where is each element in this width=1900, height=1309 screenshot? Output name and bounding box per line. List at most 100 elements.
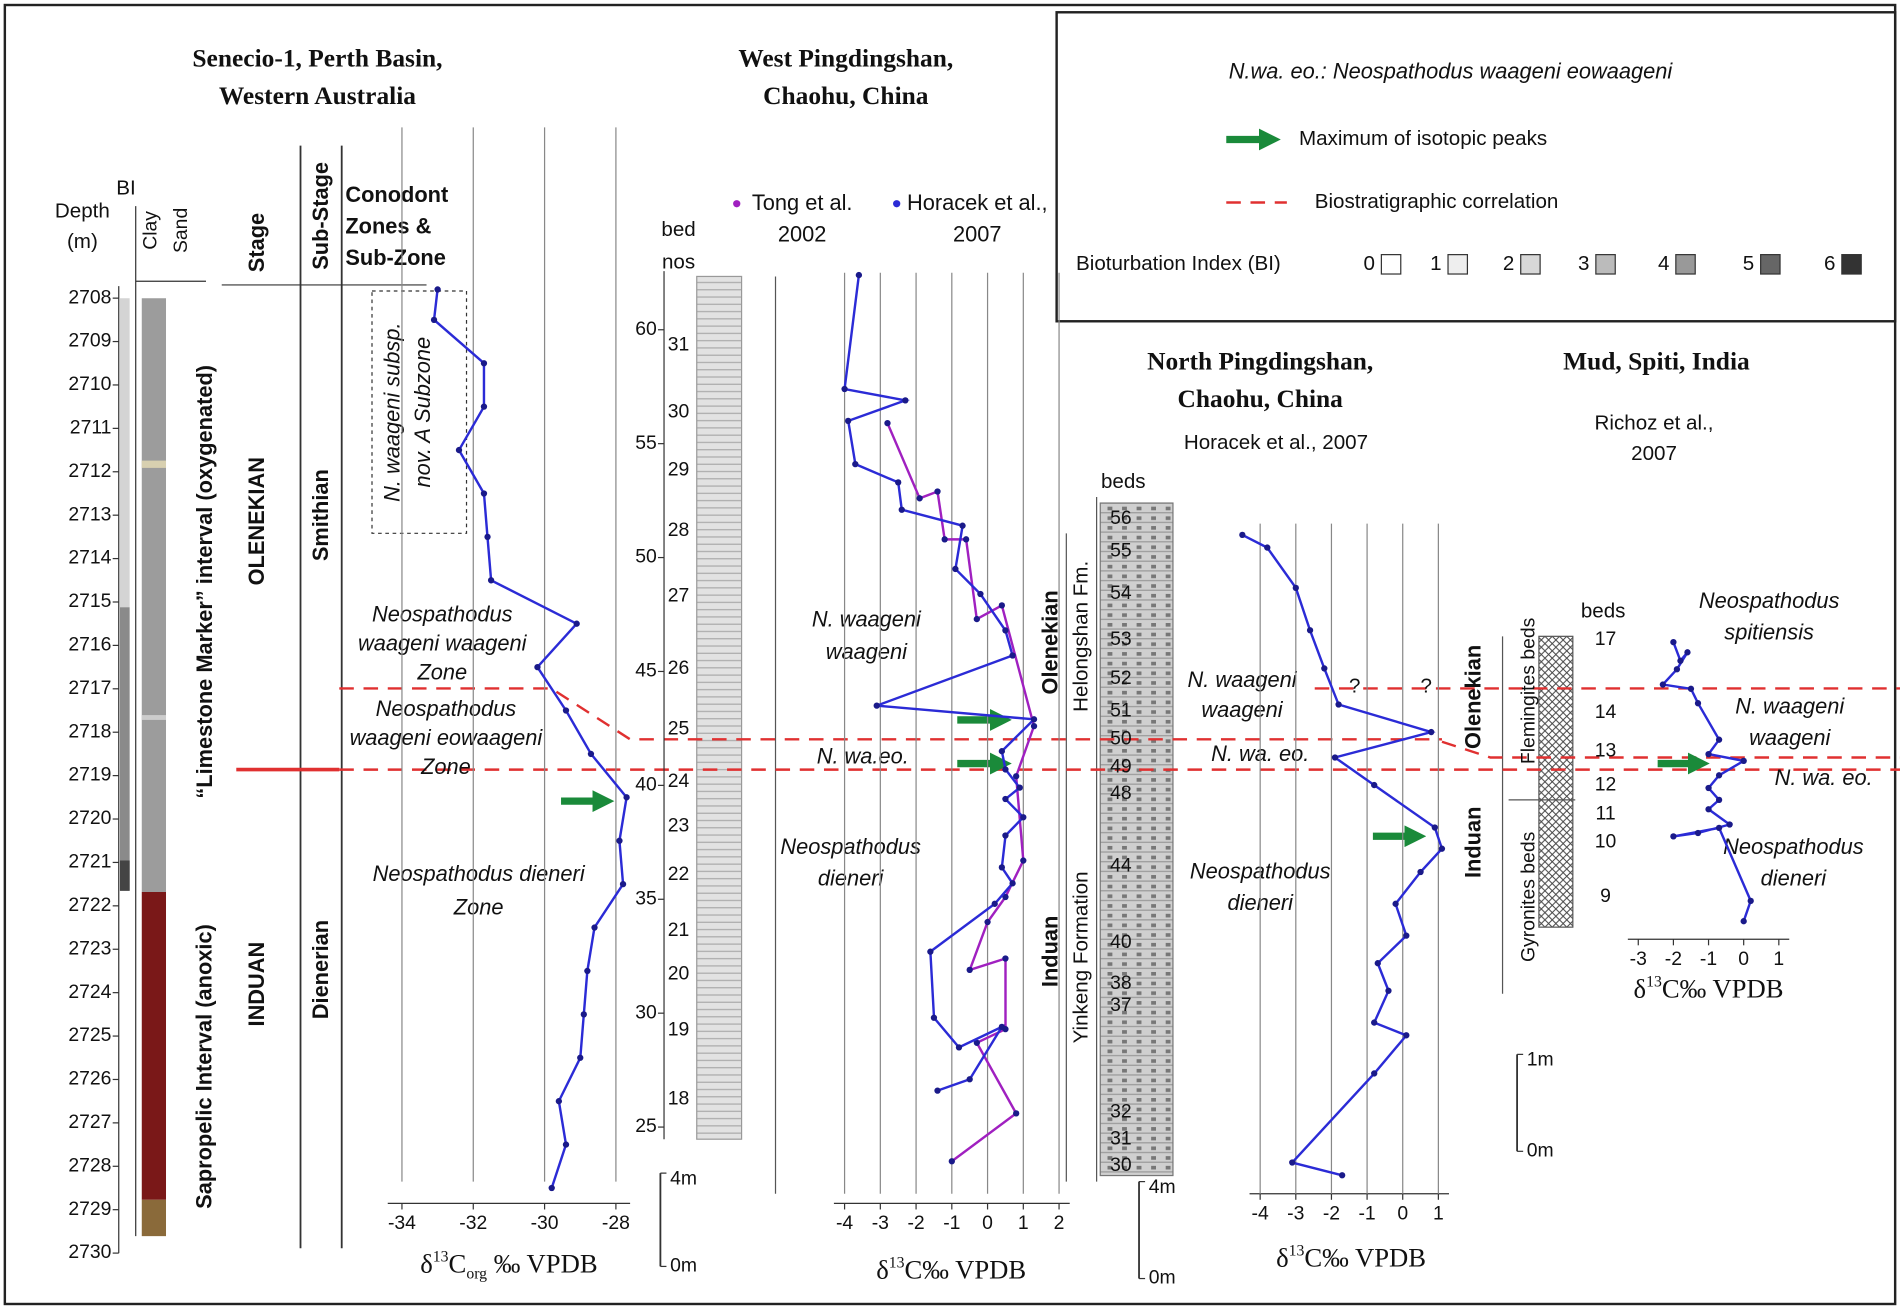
label: 31 bbox=[668, 334, 690, 356]
data-point bbox=[1439, 846, 1445, 852]
label: Maximum of isotopic peaks bbox=[1299, 127, 1547, 150]
data-point bbox=[1432, 824, 1438, 830]
label: Western Australia bbox=[219, 81, 416, 110]
label: 1 bbox=[1430, 252, 1441, 275]
label: 2 bbox=[1054, 1212, 1065, 1234]
label: 9 bbox=[1600, 885, 1611, 907]
data-point bbox=[1741, 758, 1747, 764]
label: waageni waageni bbox=[358, 631, 528, 656]
label: 2730 bbox=[68, 1241, 111, 1263]
data-point bbox=[620, 881, 626, 887]
data-point bbox=[1332, 754, 1338, 760]
data-point bbox=[1020, 857, 1026, 863]
label: 3 bbox=[1578, 252, 1589, 275]
x-axis-label-part: C‰ VPDB bbox=[1662, 973, 1784, 1003]
data-point bbox=[431, 317, 437, 323]
label: Stage bbox=[244, 213, 269, 272]
label: 44 bbox=[1110, 855, 1132, 877]
label: 30 bbox=[635, 1001, 657, 1023]
legend-marker bbox=[893, 200, 900, 207]
label: spitiensis bbox=[1724, 620, 1814, 645]
label: ? bbox=[1420, 675, 1431, 698]
label: 38 bbox=[1110, 972, 1132, 994]
label: Horacek et al., 2007 bbox=[1184, 431, 1368, 454]
label: 2720 bbox=[68, 807, 111, 829]
data-point bbox=[1428, 729, 1434, 735]
label: waageni bbox=[826, 639, 908, 664]
label: Sapropelic Interval (anoxic) bbox=[192, 924, 217, 1209]
x-axis-label-part: org bbox=[466, 1266, 487, 1283]
label: 25 bbox=[635, 1115, 657, 1137]
x-axis-label-part: 13 bbox=[1646, 973, 1662, 990]
data-point bbox=[977, 591, 983, 597]
label: dieneri bbox=[1761, 866, 1828, 891]
data-point bbox=[1002, 832, 1008, 838]
label: 2714 bbox=[68, 547, 111, 569]
legend-entry: Tong et al. 2002 bbox=[742, 187, 900, 255]
data-point bbox=[616, 838, 622, 844]
label: Sand bbox=[170, 208, 192, 253]
x-axis-label-part: δ bbox=[420, 1249, 433, 1279]
label: Zones & bbox=[345, 214, 431, 239]
data-point bbox=[974, 616, 980, 622]
label: North Pingdingshan, bbox=[1147, 347, 1373, 376]
data-point bbox=[1264, 544, 1270, 550]
label: 2709 bbox=[68, 330, 111, 352]
data-point bbox=[884, 420, 890, 426]
label: 1m bbox=[1527, 1049, 1554, 1071]
data-point bbox=[852, 461, 858, 467]
label: Chaohu, China bbox=[1177, 384, 1343, 413]
data-point bbox=[1371, 1019, 1377, 1025]
label: 20 bbox=[668, 963, 690, 985]
label: 2712 bbox=[68, 460, 111, 482]
data-point bbox=[584, 968, 590, 974]
label: 14 bbox=[1595, 701, 1617, 723]
data-point bbox=[1002, 766, 1008, 772]
label: 2710 bbox=[68, 373, 111, 395]
x-axis-label-part: δ bbox=[1276, 1242, 1289, 1272]
bi-swatch bbox=[1596, 255, 1615, 274]
data-point bbox=[1705, 751, 1711, 757]
label: 4 bbox=[1658, 252, 1669, 275]
legend-marker bbox=[733, 200, 740, 207]
data-point bbox=[534, 664, 540, 670]
label: 19 bbox=[668, 1018, 690, 1040]
data-point bbox=[967, 1076, 973, 1082]
data-point bbox=[1371, 1070, 1377, 1076]
label: Helongshan Fm. bbox=[1070, 561, 1093, 712]
label: 2716 bbox=[68, 634, 111, 656]
x-axis-label-part: 13 bbox=[889, 1255, 905, 1272]
label: 0 bbox=[982, 1212, 993, 1234]
label: Depth bbox=[55, 200, 110, 223]
label: Neospathodus bbox=[780, 834, 921, 859]
data-point bbox=[577, 1055, 583, 1061]
data-point bbox=[845, 418, 851, 424]
data-point bbox=[984, 919, 990, 925]
label: Richoz et al., bbox=[1595, 412, 1714, 435]
label: 2 bbox=[1503, 252, 1514, 275]
label: 2723 bbox=[68, 937, 111, 959]
label: 2007 bbox=[1631, 442, 1677, 465]
label: INDUAN bbox=[244, 942, 269, 1027]
data-point bbox=[1695, 830, 1701, 836]
label: 32 bbox=[1110, 1101, 1132, 1123]
label: dieneri bbox=[818, 866, 885, 891]
data-point bbox=[1716, 772, 1722, 778]
x-axis-label-part: ‰ VPDB bbox=[487, 1249, 598, 1279]
label: 2721 bbox=[68, 851, 111, 873]
label: 10 bbox=[1595, 830, 1617, 852]
label: (m) bbox=[67, 230, 98, 253]
label: Neospathodus bbox=[376, 696, 517, 721]
data-point bbox=[916, 495, 922, 501]
label: 0 bbox=[1397, 1202, 1408, 1224]
label: 1 bbox=[1018, 1212, 1029, 1234]
label: 13 bbox=[1595, 740, 1617, 762]
data-point bbox=[1293, 585, 1299, 591]
label: bed bbox=[661, 218, 695, 241]
data-point bbox=[999, 748, 1005, 754]
label: N. waageni subsp. bbox=[380, 322, 405, 501]
label: 53 bbox=[1110, 628, 1132, 650]
label: 0m bbox=[1527, 1139, 1554, 1161]
label: 30 bbox=[1110, 1154, 1132, 1176]
label: 23 bbox=[668, 815, 690, 837]
